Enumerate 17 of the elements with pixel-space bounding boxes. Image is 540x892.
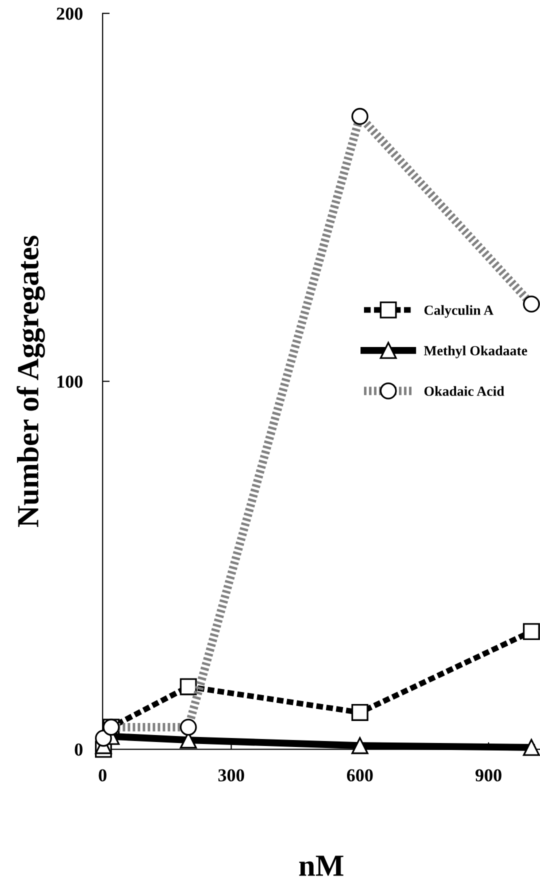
- x-tick-label: 0: [98, 769, 106, 782]
- y-tick-label: 0: [74, 744, 82, 756]
- y-tick-label: 200: [56, 8, 82, 20]
- x-tick-label: 600: [346, 769, 373, 782]
- y-tick-label: 100: [58, 376, 82, 388]
- point: [180, 678, 197, 696]
- point: [351, 737, 368, 754]
- y-axis-title: Number of Aggregates: [16, 236, 45, 528]
- point: [522, 738, 540, 756]
- x-tick-label: 300: [218, 769, 244, 782]
- point: [522, 623, 540, 640]
- legend-label: Calyculin A: [424, 305, 494, 318]
- x-axis-title: nM: [299, 856, 344, 876]
- legend-label: Methyl Okadaate: [424, 346, 528, 358]
- x-tick-label: 900: [475, 769, 502, 782]
- point: [351, 704, 368, 721]
- legend-label: Okadaic Acid: [424, 386, 504, 396]
